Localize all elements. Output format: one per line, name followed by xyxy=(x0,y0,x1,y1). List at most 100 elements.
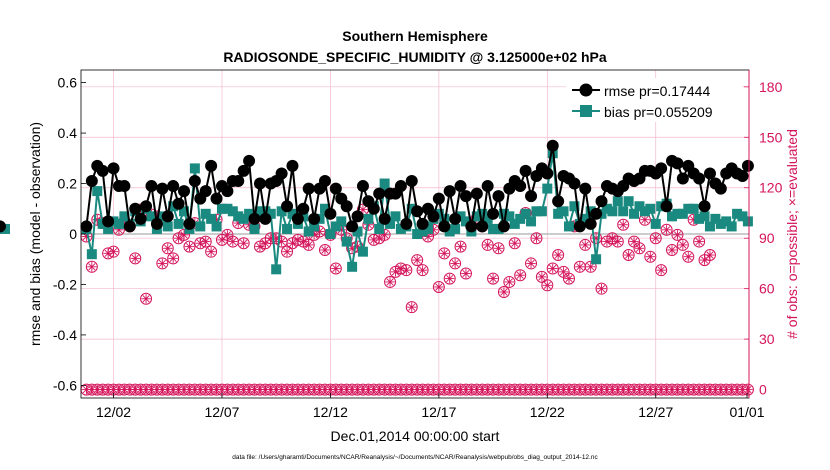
y-right-tick-label: 30 xyxy=(759,331,775,347)
y-left-tick-label: -0.4 xyxy=(53,327,77,343)
bias-point xyxy=(374,223,385,234)
rmse-point xyxy=(454,180,467,193)
bias-point xyxy=(623,196,634,207)
bias-point xyxy=(379,178,390,189)
bias-point xyxy=(531,206,542,217)
obs-marker xyxy=(443,272,456,285)
rmse-point xyxy=(525,190,538,203)
y-left-tick-label: -0.2 xyxy=(53,276,77,292)
bias-point xyxy=(715,218,726,229)
obs-marker xyxy=(221,228,234,241)
obs-marker xyxy=(318,243,331,256)
obs-marker xyxy=(481,238,494,251)
rmse-point xyxy=(237,164,250,177)
y-left-tick-label: -0.6 xyxy=(53,377,77,393)
rmse-point xyxy=(102,215,115,228)
rmse-point xyxy=(188,175,201,188)
obs-marker xyxy=(416,264,429,277)
obs-marker xyxy=(167,252,180,265)
y-right-tick-label: 150 xyxy=(759,129,783,145)
bias-point xyxy=(699,211,710,222)
bias-point xyxy=(553,208,564,219)
bias-point xyxy=(536,206,547,217)
obs-marker xyxy=(161,242,174,255)
rmse-point xyxy=(145,180,158,193)
y-right-axis-ticks: 0 30 60 90 120 150 180 xyxy=(744,79,783,398)
obs-marker xyxy=(530,232,543,245)
rmse-point xyxy=(243,154,256,167)
rmse-point xyxy=(367,202,380,215)
rmse-point xyxy=(281,200,294,213)
rmse-point xyxy=(655,162,668,175)
obs-marker xyxy=(649,232,662,245)
bias-point xyxy=(629,208,640,219)
bias-point xyxy=(162,221,173,232)
bias-point xyxy=(601,203,612,214)
bias-point xyxy=(498,208,509,219)
rmse-point xyxy=(123,220,136,233)
x-tick-label: 12/27 xyxy=(638,404,673,420)
rmse-point xyxy=(297,202,310,215)
rmse-point xyxy=(432,192,445,205)
rmse-point xyxy=(671,157,684,170)
bias-point xyxy=(330,221,341,232)
bias-point xyxy=(260,206,271,217)
x-tick-label: 01/01 xyxy=(729,404,764,420)
bias-point xyxy=(254,206,265,217)
bias-point xyxy=(732,208,743,219)
obs-marker xyxy=(535,270,548,283)
obs-marker xyxy=(579,238,592,251)
rmse-point xyxy=(286,159,299,172)
rmse-point xyxy=(259,212,272,225)
obs-marker xyxy=(432,280,445,293)
bias-point xyxy=(688,203,699,214)
bias-point xyxy=(357,246,368,257)
bias-point xyxy=(363,213,374,224)
rmse-point xyxy=(590,207,603,220)
bias-point xyxy=(206,213,217,224)
bias-point xyxy=(179,206,190,217)
bias-point xyxy=(694,213,705,224)
rmse-point xyxy=(449,212,462,225)
rmse-point xyxy=(178,185,191,198)
bias-point xyxy=(477,208,488,219)
bias-point xyxy=(395,223,406,234)
bias-point xyxy=(742,216,753,227)
rmse-point xyxy=(519,164,532,177)
rmse-point xyxy=(85,175,98,188)
obs-marker xyxy=(313,225,326,238)
bias-point xyxy=(189,163,200,174)
rmse-point xyxy=(0,220,6,233)
x-tick-label: 12/07 xyxy=(204,404,239,420)
bias-point xyxy=(417,226,428,237)
obs-marker xyxy=(172,232,185,245)
bias-point xyxy=(222,203,233,214)
obs-marker xyxy=(454,240,467,253)
obs-marker xyxy=(660,223,673,236)
rmse-point xyxy=(302,182,315,195)
obs-marker xyxy=(693,235,706,248)
rmse-series xyxy=(0,139,754,233)
bias-point xyxy=(645,203,656,214)
bias-point xyxy=(200,208,211,219)
bias-point xyxy=(488,223,499,234)
bias-point xyxy=(591,254,602,265)
obs-marker xyxy=(557,265,570,278)
bias-point xyxy=(276,206,287,217)
bias-point xyxy=(265,208,276,219)
bias-point xyxy=(244,208,255,219)
rmse-point xyxy=(318,175,331,188)
rmse-point xyxy=(541,167,554,180)
rmse-point xyxy=(167,180,180,193)
rmse-point xyxy=(736,169,749,182)
x-tick-label: 12/22 xyxy=(530,404,565,420)
bias-point xyxy=(558,206,569,217)
rmse-point xyxy=(584,217,597,230)
bias-point xyxy=(672,208,683,219)
rmse-point xyxy=(394,180,407,193)
bias-point xyxy=(352,226,363,237)
obs-marker xyxy=(140,292,153,305)
rmse-point xyxy=(118,180,131,193)
obs-marker xyxy=(525,257,538,270)
